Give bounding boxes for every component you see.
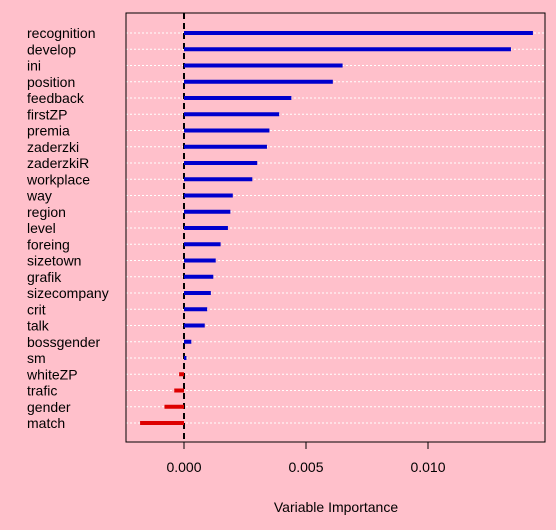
- category-label-position: position: [27, 74, 75, 90]
- category-label-talk: talk: [27, 318, 50, 334]
- category-label-sizetown: sizetown: [27, 253, 81, 269]
- category-label-trafic: trafic: [27, 383, 57, 399]
- category-label-match: match: [27, 415, 65, 431]
- category-label-firstZP: firstZP: [27, 106, 67, 122]
- category-label-sm: sm: [27, 350, 46, 366]
- x-tick-label: 0.005: [288, 459, 323, 475]
- category-label-feedback: feedback: [27, 90, 85, 106]
- category-label-workplace: workplace: [26, 171, 90, 187]
- category-label-way: way: [26, 188, 52, 204]
- category-label-gender: gender: [27, 399, 71, 415]
- category-label-develop: develop: [27, 41, 76, 57]
- category-label-zaderzki: zaderzki: [27, 139, 79, 155]
- category-label-zaderzkiR: zaderzkiR: [27, 155, 89, 171]
- category-label-foreing: foreing: [27, 236, 70, 252]
- plot-frame: [125, 12, 546, 443]
- x-axis-label: Variable Importance: [274, 499, 398, 515]
- category-label-sizecompany: sizecompany: [27, 285, 109, 301]
- category-label-whiteZP: whiteZP: [26, 366, 78, 382]
- category-label-ini: ini: [27, 58, 41, 74]
- category-label-level: level: [27, 220, 56, 236]
- category-label-recognition: recognition: [27, 25, 96, 41]
- category-label-bossgender: bossgender: [27, 334, 101, 350]
- category-labels: recognitiondevelopinipositionfeedbackfir…: [26, 25, 109, 431]
- x-tick-label: 0.000: [166, 459, 201, 475]
- category-label-grafik: grafik: [27, 269, 62, 285]
- x-axis: 0.000 0.005 0.010: [166, 442, 446, 475]
- bars: [140, 31, 533, 425]
- x-tick-label: 0.010: [410, 459, 445, 475]
- category-label-crit: crit: [27, 301, 46, 317]
- category-label-region: region: [27, 204, 66, 220]
- category-label-premia: premia: [27, 123, 70, 139]
